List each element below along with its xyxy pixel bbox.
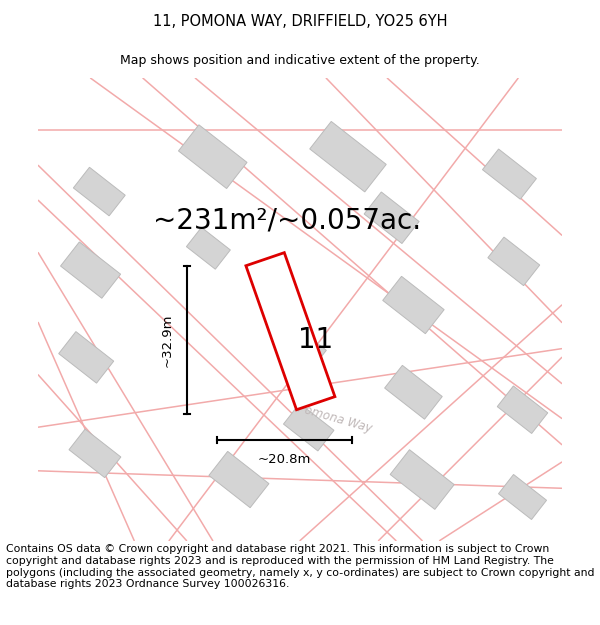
Polygon shape (497, 386, 548, 434)
Text: ~32.9m: ~32.9m (161, 313, 174, 367)
Polygon shape (283, 328, 326, 369)
Polygon shape (178, 125, 247, 189)
Polygon shape (246, 253, 335, 410)
Polygon shape (283, 403, 334, 451)
Polygon shape (310, 121, 386, 192)
Polygon shape (488, 237, 540, 286)
Text: Map shows position and indicative extent of the property.: Map shows position and indicative extent… (120, 54, 480, 68)
Polygon shape (385, 366, 442, 419)
Polygon shape (364, 192, 419, 244)
Polygon shape (187, 228, 230, 269)
Polygon shape (73, 168, 125, 216)
Text: Contains OS data © Crown copyright and database right 2021. This information is : Contains OS data © Crown copyright and d… (6, 544, 595, 589)
Text: Pomona Way: Pomona Way (296, 402, 374, 435)
Text: ~231m²/~0.057ac.: ~231m²/~0.057ac. (153, 206, 421, 234)
Polygon shape (499, 474, 547, 519)
Polygon shape (61, 242, 121, 298)
Text: 11: 11 (298, 326, 334, 354)
Polygon shape (390, 450, 454, 509)
Polygon shape (383, 276, 444, 334)
Polygon shape (209, 451, 269, 508)
Polygon shape (482, 149, 536, 199)
Polygon shape (69, 429, 121, 478)
Text: ~20.8m: ~20.8m (258, 453, 311, 466)
Polygon shape (59, 332, 114, 383)
Text: 11, POMONA WAY, DRIFFIELD, YO25 6YH: 11, POMONA WAY, DRIFFIELD, YO25 6YH (153, 14, 447, 29)
